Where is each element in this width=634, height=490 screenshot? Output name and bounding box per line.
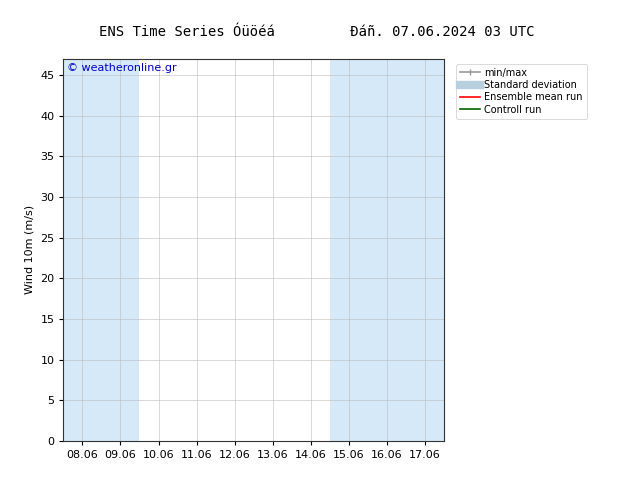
Legend: min/max, Standard deviation, Ensemble mean run, Controll run: min/max, Standard deviation, Ensemble me… (456, 64, 587, 119)
Y-axis label: Wind 10m (m/s): Wind 10m (m/s) (25, 205, 35, 294)
Text: © weatheronline.gr: © weatheronline.gr (67, 63, 177, 73)
Bar (63, 59, 101, 441)
Bar (101, 59, 139, 441)
Bar (406, 59, 444, 441)
Text: ENS Time Series Óüöéá         Đáñ. 07.06.2024 03 UTC: ENS Time Series Óüöéá Đáñ. 07.06.2024 03… (100, 24, 534, 39)
Bar (330, 59, 368, 441)
Bar (368, 59, 406, 441)
